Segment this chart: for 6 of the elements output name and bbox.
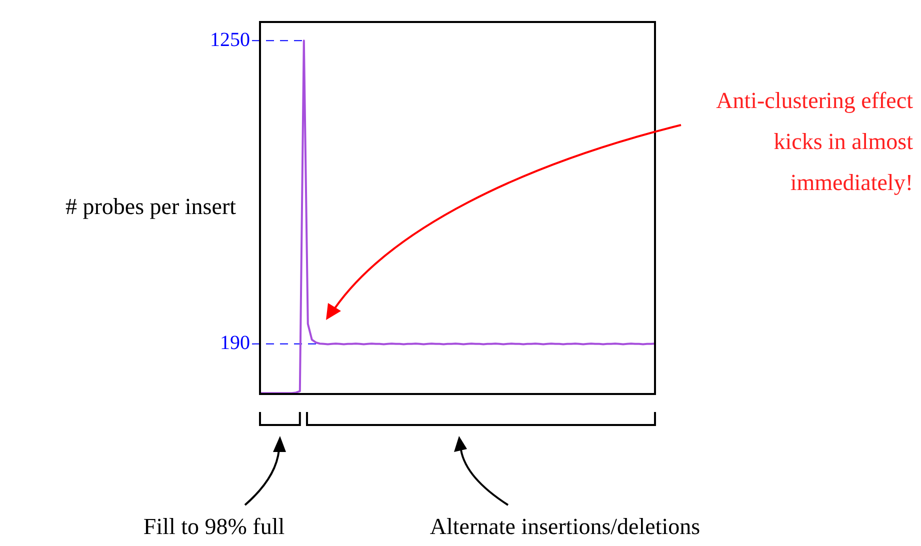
text: Anti-clustering effect kicks in almost immediately! <box>715 87 913 197</box>
text: Alternate insertions/deletions <box>430 514 700 540</box>
y-axis-title: # probes per insert <box>65 194 237 220</box>
text: Fill to 98% full <box>143 514 285 540</box>
y-tick-label: 190 <box>220 332 250 354</box>
y-tick-label: 1250 <box>210 28 250 51</box>
